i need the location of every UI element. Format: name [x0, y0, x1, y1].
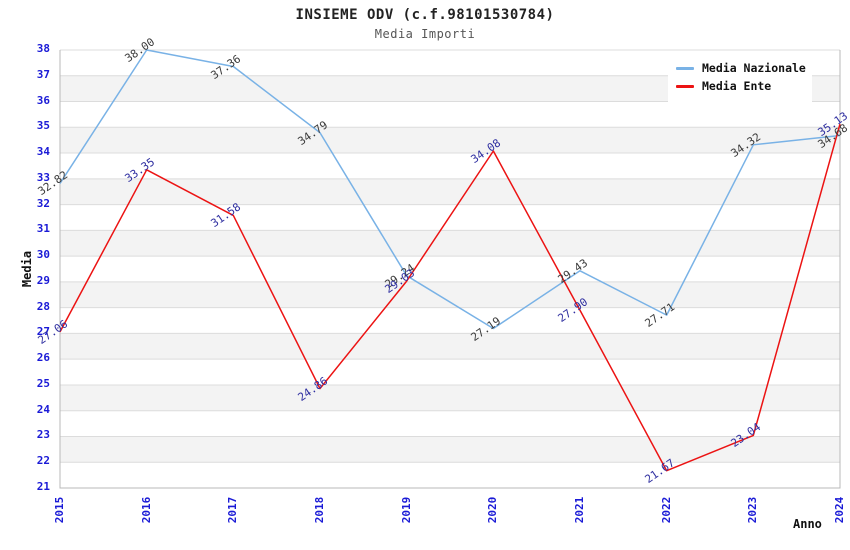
grid-stripe	[60, 436, 840, 463]
series-line-media-ente	[59, 123, 841, 472]
legend-item-media-nazionale[interactable]: Media Nazionale	[668, 61, 812, 75]
legend-item-media-ente[interactable]: Media Ente	[668, 79, 812, 93]
grid-stripe	[60, 333, 840, 360]
chart-title: INSIEME ODV (c.f.98101530784)	[295, 7, 555, 23]
legend: Media Nazionale Media Ente	[668, 52, 812, 102]
series-line-media-nazionale	[59, 49, 841, 330]
grid-stripe	[60, 281, 840, 308]
red-line-swatch-icon	[676, 84, 694, 88]
chart-subtitle: Media Importi	[374, 27, 476, 41]
blue-line-swatch-icon	[676, 66, 694, 70]
grid-stripe	[60, 384, 840, 411]
legend-label-media-nazionale: Media Nazionale	[702, 61, 806, 75]
y-axis-title: Media	[20, 250, 34, 288]
grid-stripe	[60, 230, 840, 257]
x-axis-title: Anno	[793, 517, 822, 531]
legend-label-media-ente: Media Ente	[702, 79, 772, 93]
grid-stripe	[60, 127, 840, 154]
grid-stripe	[60, 178, 840, 205]
axis-border	[59, 50, 841, 489]
